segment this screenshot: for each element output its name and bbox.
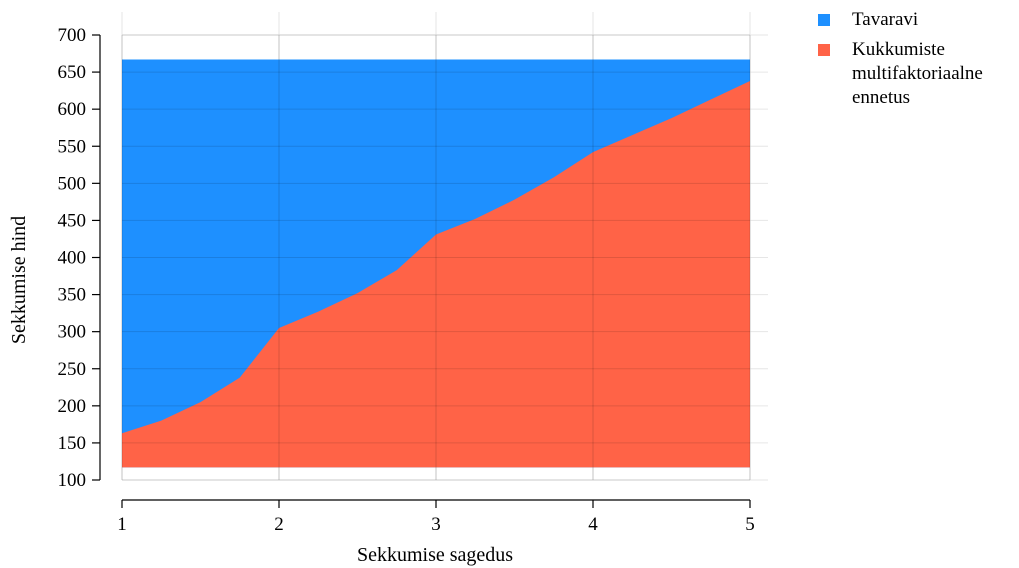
x-tick-label: 4: [588, 514, 598, 535]
x-tick-label: 2: [274, 514, 284, 535]
area-series: [122, 59, 750, 468]
x-tick-label: 1: [117, 514, 127, 535]
x-tick-label: 5: [745, 514, 755, 535]
y-tick-label: 600: [58, 99, 87, 120]
y-tick-label: 550: [58, 136, 87, 157]
legend-item-ennetus: Kukkumiste multifaktoriaalne ennetus: [818, 38, 1012, 110]
grid-overlay: [121, 34, 751, 481]
y-tick-label: 100: [58, 470, 87, 491]
y-tick-label: 650: [58, 62, 87, 83]
legend-swatch-ennetus: [818, 44, 830, 56]
y-tick-label: 300: [58, 322, 87, 343]
area-series-2: [122, 80, 750, 468]
x-tick-label: 3: [431, 514, 441, 535]
y-tick-label: 450: [58, 210, 87, 231]
y-axis-title: Sekkumise hind: [8, 216, 30, 344]
y-tick-label: 350: [58, 285, 87, 306]
legend-item-tavaravi: Tavaravi: [818, 8, 1012, 32]
y-tick-label: 250: [58, 359, 87, 380]
y-tick-label: 200: [58, 396, 87, 417]
legend-label-ennetus: Kukkumiste multifaktoriaalne ennetus: [852, 39, 983, 108]
x-axis-title: Sekkumise sagedus: [357, 544, 513, 566]
legend-label-tavaravi: Tavaravi: [852, 9, 919, 30]
axes: 100 150 200 250 300 350 400 450 500 550 600 650 700 1…: [58, 25, 755, 535]
legend: Tavaravi Kukkumiste multifaktoriaalne en…: [818, 8, 1012, 116]
y-tick-label: 700: [58, 25, 87, 46]
y-tick-label: 150: [58, 433, 87, 454]
y-tick-label: 500: [58, 173, 87, 194]
legend-swatch-tavaravi: [818, 14, 830, 26]
y-tick-label: 400: [58, 248, 87, 269]
